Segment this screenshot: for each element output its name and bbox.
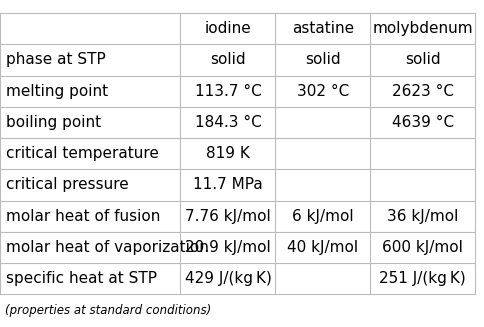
Text: 251 J/(kg K): 251 J/(kg K) — [379, 271, 466, 286]
Text: 7.76 kJ/mol: 7.76 kJ/mol — [185, 209, 271, 224]
Text: molar heat of fusion: molar heat of fusion — [6, 209, 161, 224]
Text: 40 kJ/mol: 40 kJ/mol — [287, 240, 359, 255]
Text: astatine: astatine — [292, 21, 354, 36]
Text: solid: solid — [305, 52, 341, 67]
Text: 2623 °C: 2623 °C — [392, 84, 454, 99]
Text: 184.3 °C: 184.3 °C — [195, 115, 261, 130]
Text: (properties at standard conditions): (properties at standard conditions) — [5, 304, 211, 317]
Text: boiling point: boiling point — [6, 115, 101, 130]
Text: 4639 °C: 4639 °C — [392, 115, 454, 130]
Text: 36 kJ/mol: 36 kJ/mol — [387, 209, 458, 224]
Text: critical pressure: critical pressure — [6, 178, 129, 192]
Text: 113.7 °C: 113.7 °C — [195, 84, 261, 99]
Text: 20.9 kJ/mol: 20.9 kJ/mol — [185, 240, 271, 255]
Text: molybdenum: molybdenum — [372, 21, 473, 36]
Text: molar heat of vaporization: molar heat of vaporization — [6, 240, 209, 255]
Text: phase at STP: phase at STP — [6, 52, 106, 67]
Text: 429 J/(kg K): 429 J/(kg K) — [184, 271, 272, 286]
Text: solid: solid — [405, 52, 440, 67]
Text: 819 K: 819 K — [206, 146, 250, 161]
Text: 6 kJ/mol: 6 kJ/mol — [292, 209, 354, 224]
Text: critical temperature: critical temperature — [6, 146, 159, 161]
Text: 600 kJ/mol: 600 kJ/mol — [382, 240, 463, 255]
Text: specific heat at STP: specific heat at STP — [6, 271, 157, 286]
Text: solid: solid — [210, 52, 246, 67]
Text: melting point: melting point — [6, 84, 108, 99]
Text: 302 °C: 302 °C — [297, 84, 349, 99]
Text: 11.7 MPa: 11.7 MPa — [193, 178, 263, 192]
Text: iodine: iodine — [205, 21, 251, 36]
